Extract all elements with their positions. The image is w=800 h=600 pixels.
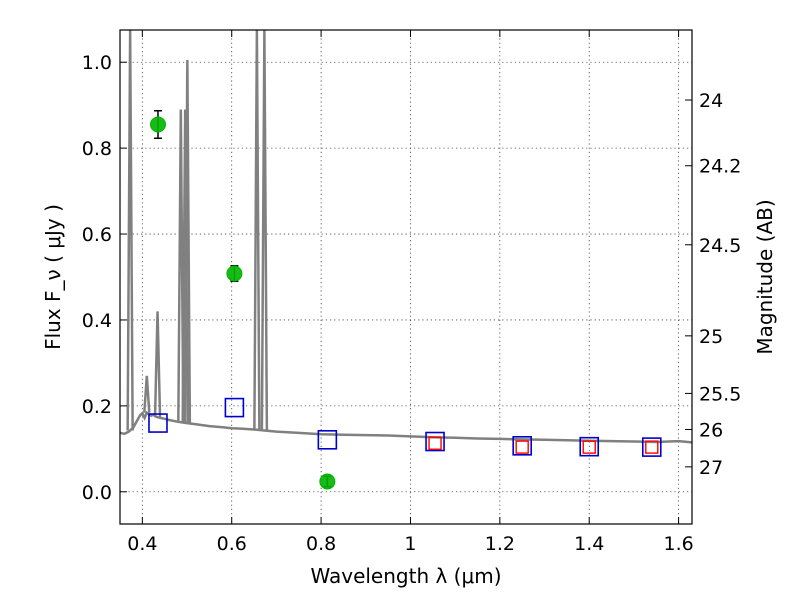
y2-axis-label: Magnitude (AB) (753, 199, 777, 354)
y-tick-label: 1.0 (82, 52, 112, 74)
x-tick-label: 1.4 (574, 533, 604, 555)
red-band-flux-square (515, 440, 529, 454)
red-band-flux-square (582, 440, 596, 454)
y-tick-label: 0.6 (82, 224, 112, 246)
y2-tick-label: 24 (699, 90, 723, 112)
model-band-flux-square (512, 436, 532, 456)
emission-line-peak (181, 109, 189, 423)
red-band-flux-square (428, 436, 442, 450)
model-band-flux-square (641, 437, 662, 457)
observed-flux-point (319, 473, 336, 490)
x-tick-label: 1 (404, 533, 416, 555)
plot-frame (119, 29, 693, 525)
emission-line-peak (253, 30, 261, 430)
emission-line-peak (183, 60, 192, 424)
model-band-flux-square (425, 431, 445, 452)
data-layer (120, 30, 692, 490)
y2-tick-label: 24.5 (699, 235, 741, 257)
observed-flux-point (226, 265, 243, 282)
x-tick-label: 0.6 (217, 533, 247, 555)
model-band-flux-square (317, 430, 338, 450)
emission-line-peak (143, 375, 151, 413)
emission-line-peak (260, 30, 269, 431)
model-band-flux-square (579, 436, 600, 457)
y2-tick-label: 24.2 (699, 156, 741, 178)
observed-flux-point (149, 116, 166, 133)
model-band-flux-square (148, 413, 168, 433)
y-tick-label: 0.2 (82, 396, 112, 418)
x-axis-label: Wavelength λ (μm) (310, 564, 501, 588)
y2-tick-label: 27 (699, 457, 723, 479)
y2-tick-label: 25.5 (699, 383, 741, 405)
model-band-flux-square (224, 397, 245, 418)
x-tick-label: 0.8 (306, 533, 336, 555)
grid-layer (120, 30, 692, 524)
emission-line-peak (153, 311, 162, 418)
y-tick-label: 0.4 (82, 310, 112, 332)
y2-tick-label: 25 (699, 326, 723, 348)
y2-tick-label: 26 (699, 419, 723, 441)
red-band-flux-square (645, 440, 659, 454)
y-tick-label: 0.0 (82, 482, 112, 504)
ticks-layer: 0.4 0.6 0.8 1 1.2 1.4 1.6 0.0 0.2 0.4 0.6 0.8 1.0 24 2… (82, 30, 741, 555)
y-tick-label: 0.8 (82, 138, 112, 160)
model-spectrum-line (120, 410, 692, 444)
x-tick-label: 1.6 (663, 533, 693, 555)
x-tick-label: 0.4 (127, 533, 157, 555)
x-tick-label: 1.2 (485, 533, 515, 555)
emission-line-peak (126, 30, 134, 431)
y-axis-label: Flux F_ν ( μJy ) (41, 204, 65, 350)
